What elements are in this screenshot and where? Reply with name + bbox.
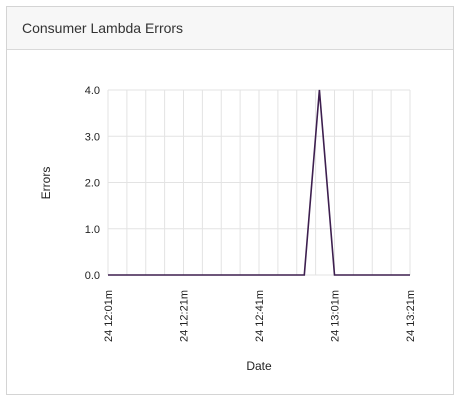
y-tick-label: 0.0: [85, 270, 100, 282]
series: [107, 89, 411, 276]
x-tick-label: 24 13:01m: [330, 290, 342, 342]
chart-panel: Consumer Lambda Errors: [6, 6, 454, 395]
x-tick-label: 24 12:41m: [254, 290, 266, 342]
x-axis-title: Date: [246, 359, 272, 373]
y-tick-label: 3.0: [85, 131, 100, 143]
panel-header: Consumer Lambda Errors: [7, 7, 453, 50]
axes: 0.0 1.0 2.0 3.0 4.0 24 12:01m 24 12:21m 24 12:4…: [85, 85, 417, 342]
y-tick-label: 1.0: [85, 224, 100, 236]
panel-title: Consumer Lambda Errors: [22, 20, 184, 36]
y-tick-label: 2.0: [85, 178, 100, 190]
grid: [107, 89, 411, 276]
x-tick-label: 24 12:01m: [103, 290, 115, 342]
x-tick-label: 24 13:21m: [405, 290, 417, 342]
x-tick-label: 24 12:21m: [179, 290, 191, 342]
y-axis-title: Errors: [39, 167, 53, 200]
y-tick-label: 4.0: [85, 85, 100, 97]
